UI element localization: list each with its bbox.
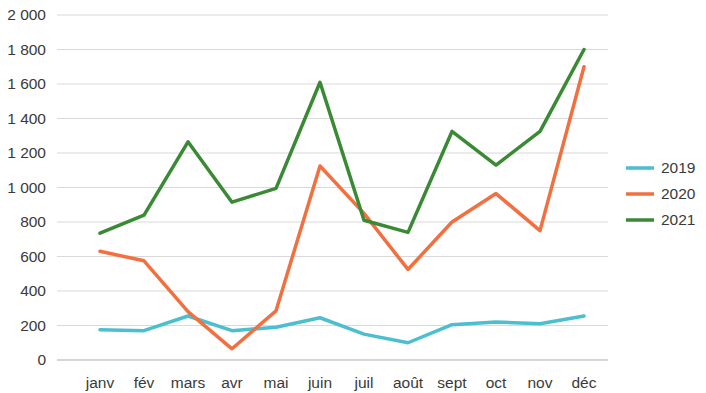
x-tick-label: juin — [307, 374, 332, 391]
x-tick-label: fév — [134, 374, 155, 391]
grid-line — [57, 325, 608, 326]
x-tick-label: janv — [85, 374, 115, 391]
x-tick-label: juil — [354, 374, 374, 391]
y-tick-label: 2 000 — [7, 6, 46, 23]
legend-label: 2021 — [661, 211, 695, 228]
grid-line — [57, 187, 608, 188]
grid — [57, 15, 608, 360]
y-tick-label: 600 — [20, 248, 46, 265]
grid-line — [57, 291, 608, 292]
y-tick-label: 1 200 — [7, 144, 46, 161]
grid-line — [57, 153, 608, 154]
y-tick-label: 0 — [37, 351, 46, 368]
legend-swatch — [626, 192, 654, 196]
x-tick-label: août — [393, 374, 424, 391]
y-tick-label: 1 800 — [7, 41, 46, 58]
grid-line — [57, 15, 608, 16]
grid-line — [57, 49, 608, 50]
series-line — [100, 67, 584, 349]
legend-label: 2019 — [661, 159, 695, 176]
y-tick-label: 200 — [20, 317, 46, 334]
y-tick-label: 1 400 — [7, 110, 46, 127]
grid-line — [57, 222, 608, 223]
x-tick-label: mars — [171, 374, 206, 391]
x-tick-label: mai — [264, 374, 289, 391]
y-tick-label: 800 — [20, 213, 46, 230]
y-tick-label: 400 — [20, 282, 46, 299]
grid-line — [57, 256, 608, 257]
x-tick-label: déc — [572, 374, 597, 391]
y-tick-label: 1 600 — [7, 75, 46, 92]
series-lines — [100, 50, 584, 349]
grid-line — [57, 84, 608, 85]
legend: 2019 2020 2021 — [626, 159, 696, 228]
x-tick-label: sept — [437, 374, 467, 391]
legend-label: 2020 — [661, 185, 696, 202]
x-axis-line — [57, 360, 608, 361]
legend-swatch — [626, 218, 654, 222]
chart: 0 200 400 600 800 1 000 1 200 1 400 1 600 1 800 2 … — [0, 0, 706, 393]
legend-swatch — [626, 166, 654, 170]
x-tick-label: avr — [221, 374, 243, 391]
grid-line — [57, 360, 608, 361]
x-tick-label: oct — [486, 374, 507, 391]
y-tick-label: 1 000 — [7, 179, 46, 196]
series-line — [100, 316, 584, 343]
series-line — [100, 50, 584, 234]
x-tick-label: nov — [528, 374, 553, 391]
